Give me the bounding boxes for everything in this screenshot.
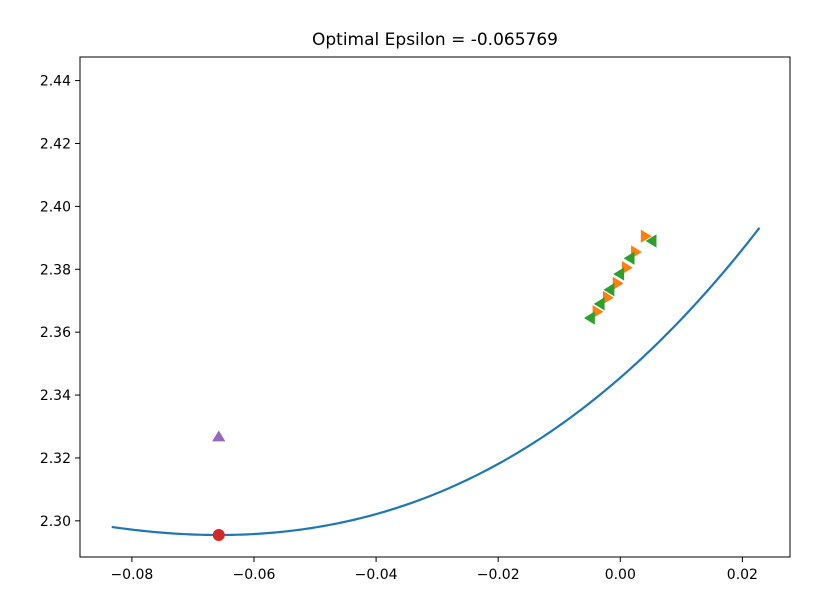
data-point-triangle-right [603, 290, 614, 305]
plot-frame [79, 56, 791, 558]
data-point-triangle-up [212, 430, 226, 442]
x-tick-label: 0.00 [605, 567, 636, 583]
x-tick-label: −0.04 [355, 567, 398, 583]
x-tick-label: −0.08 [110, 567, 153, 583]
data-point-triangle-right [592, 305, 604, 319]
data-point-triangle-right [621, 261, 633, 275]
x-tick-label: −0.02 [477, 567, 520, 583]
chart-title: Optimal Epsilon = -0.065769 [312, 30, 558, 50]
fitted-curve [111, 227, 761, 537]
x-axis: −0.08 −0.06 −0.04 −0.02 0.00 0.02 [110, 557, 758, 583]
y-tick-label: 2.30 [40, 514, 71, 530]
y-tick-label: 2.42 [40, 136, 71, 152]
data-point-circle [212, 528, 225, 541]
data-point-triangle-left [583, 311, 595, 325]
data-point-triangle-left [623, 251, 635, 265]
data-point-triangle-left [645, 234, 657, 248]
y-tick-label: 2.38 [40, 262, 71, 278]
data-point-triangle-left [613, 267, 625, 281]
data-point-triangle-left [593, 297, 605, 311]
plot-area [111, 227, 761, 541]
data-point-triangle-right [612, 276, 624, 291]
y-tick-label: 2.44 [40, 74, 71, 90]
y-axis: 2.30 2.32 2.34 2.36 2.38 2.40 2.42 2.44 [40, 74, 80, 530]
x-tick-label: 0.02 [727, 567, 758, 583]
y-tick-label: 2.34 [40, 388, 71, 404]
y-tick-label: 2.40 [40, 199, 71, 215]
x-tick-label: −0.06 [233, 567, 276, 583]
data-point-triangle-left [603, 283, 615, 297]
data-point-triangle-right [640, 229, 652, 243]
y-tick-label: 2.36 [40, 325, 71, 341]
y-tick-label: 2.32 [40, 451, 71, 467]
